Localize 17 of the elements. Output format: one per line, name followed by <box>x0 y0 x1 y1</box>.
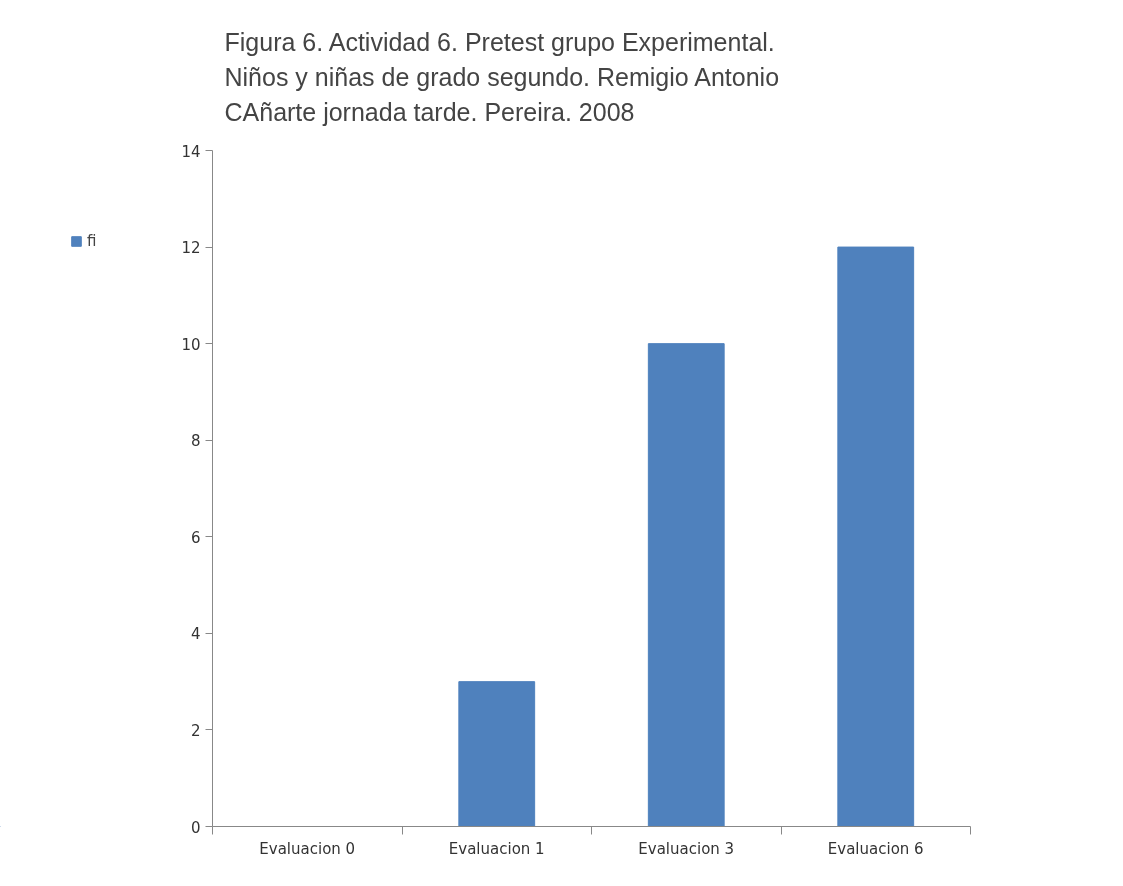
x-tick-label: Evaluacion 1 <box>448 839 545 858</box>
y-tick-label: 2 <box>190 721 201 740</box>
y-tick-label: 8 <box>190 432 201 451</box>
x-tick-label: Evaluacion 3 <box>638 839 735 858</box>
y-tick-label: 10 <box>181 335 201 354</box>
y-tick-label: 4 <box>190 625 201 644</box>
legend-label: fi <box>87 232 98 250</box>
chart-title: Figura 6. Actividad 6. Pretest grupo Experimental. Niños y niñas de grado segundo. Remigio Antonio CAñarte jornada tarde. Pereira. 2008 <box>224 27 780 126</box>
bar <box>458 681 536 827</box>
x-tick-label: Evaluacion 0 <box>259 839 356 858</box>
bar <box>837 246 915 827</box>
y-tick-label: 0 <box>190 818 201 837</box>
y-tick-label: 12 <box>181 239 201 258</box>
y-tick-label: 14 <box>181 142 201 161</box>
x-tick-label: Evaluacion 6 <box>827 839 924 858</box>
bar <box>647 343 725 827</box>
y-tick-label: 6 <box>190 528 201 547</box>
